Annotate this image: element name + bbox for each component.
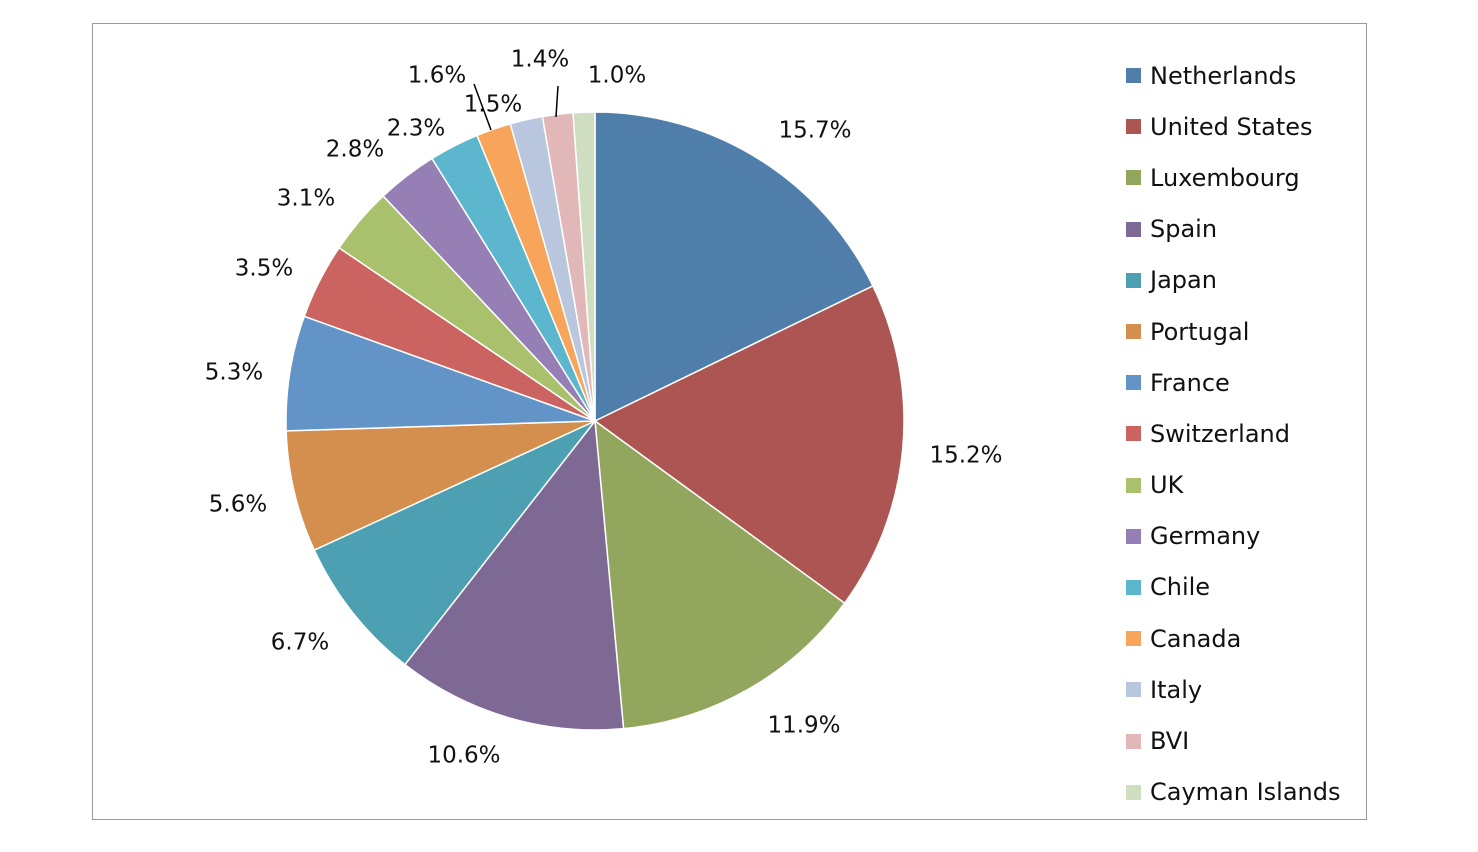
slice-label-switzerland: 3.5% — [235, 256, 293, 282]
pie-slice-united-states — [593, 284, 905, 605]
legend-item-france: France — [1126, 357, 1341, 408]
legend-item-spain: Spain — [1126, 204, 1341, 255]
legend-label: UK — [1150, 471, 1184, 500]
legend-swatch — [1126, 272, 1141, 288]
legend-swatch — [1126, 631, 1141, 647]
legend-swatch — [1126, 170, 1141, 186]
legend-item-switzerland: Switzerland — [1126, 408, 1341, 459]
legend-item-luxembourg: Luxembourg — [1126, 152, 1341, 203]
legend-swatch — [1126, 375, 1141, 391]
slice-label-united-states: 15.2% — [929, 443, 1002, 469]
legend-label: Switzerland — [1150, 419, 1290, 448]
legend-item-netherlands: Netherlands — [1126, 50, 1341, 101]
legend-label: Chile — [1150, 573, 1211, 602]
slice-labels: 15.7% 15.2% 11.9% 10.6% 6.7% 5.6% 5.3% 3.5% 3.1%… — [205, 47, 1003, 769]
leader-lines — [473, 83, 559, 131]
slice-label-netherlands: 15.7% — [778, 118, 851, 144]
legend-swatch — [1126, 682, 1141, 698]
legend-swatch — [1126, 477, 1141, 493]
pie-slice-portugal — [285, 420, 596, 552]
pie-slice-netherlands — [594, 111, 874, 423]
slice-label-portugal: 5.6% — [209, 492, 267, 518]
legend-swatch — [1126, 733, 1141, 749]
slice-label-italy: 1.5% — [464, 92, 522, 118]
legend-label: Portugal — [1150, 317, 1250, 346]
legend-item-united-states: United States — [1126, 101, 1341, 152]
legend: Netherlands United States Luxembourg Spain J… — [1126, 50, 1341, 818]
legend-label: Cayman Islands — [1150, 778, 1341, 807]
slice-label-canada: 1.6% — [408, 63, 466, 89]
legend-item-canada: Canada — [1126, 613, 1341, 664]
slice-label-bvi: 1.4% — [511, 47, 569, 73]
legend-swatch — [1126, 426, 1141, 442]
legend-label: Canada — [1150, 624, 1242, 653]
legend-label: Italy — [1150, 675, 1203, 704]
legend-label: Luxembourg — [1150, 163, 1300, 192]
legend-swatch — [1126, 119, 1141, 135]
legend-label: Germany — [1150, 522, 1261, 551]
legend-swatch — [1126, 221, 1141, 237]
legend-label: France — [1150, 368, 1230, 397]
slice-label-luxembourg: 11.9% — [767, 713, 840, 739]
slice-label-chile: 2.3% — [387, 116, 445, 142]
leader-line-canada — [473, 83, 492, 131]
legend-label: Spain — [1150, 215, 1218, 244]
legend-item-uk: UK — [1126, 460, 1341, 511]
pie-slice-spain — [403, 419, 625, 731]
legend-item-germany: Germany — [1126, 511, 1341, 562]
legend-swatch — [1126, 579, 1141, 595]
legend-item-cayman-islands: Cayman Islands — [1126, 767, 1341, 818]
legend-item-italy: Italy — [1126, 664, 1341, 715]
legend-swatch — [1126, 528, 1141, 544]
legend-swatch — [1126, 784, 1141, 800]
slice-label-spain: 10.6% — [427, 743, 500, 769]
slice-label-japan: 6.7% — [271, 630, 329, 656]
legend-swatch — [1126, 324, 1141, 340]
legend-item-japan: Japan — [1126, 255, 1341, 306]
pie-slices — [285, 111, 905, 731]
legend-label: Netherlands — [1150, 61, 1297, 90]
legend-item-chile: Chile — [1126, 562, 1341, 613]
slice-label-germany: 2.8% — [326, 137, 384, 163]
legend-label: United States — [1150, 112, 1313, 141]
legend-swatch — [1126, 68, 1141, 84]
legend-item-portugal: Portugal — [1126, 306, 1341, 357]
legend-label: BVI — [1150, 727, 1190, 756]
leader-line-bvi — [555, 85, 559, 118]
legend-item-bvi: BVI — [1126, 715, 1341, 766]
slice-label-france: 5.3% — [205, 360, 263, 386]
legend-label: Japan — [1150, 266, 1217, 295]
slice-label-uk: 3.1% — [277, 186, 335, 212]
pie-slice-cayman-islands — [572, 111, 596, 422]
pie-slice-japan — [313, 420, 596, 666]
pie-slice-luxembourg — [594, 419, 846, 730]
slice-label-cayman-islands: 1.0% — [588, 63, 646, 89]
